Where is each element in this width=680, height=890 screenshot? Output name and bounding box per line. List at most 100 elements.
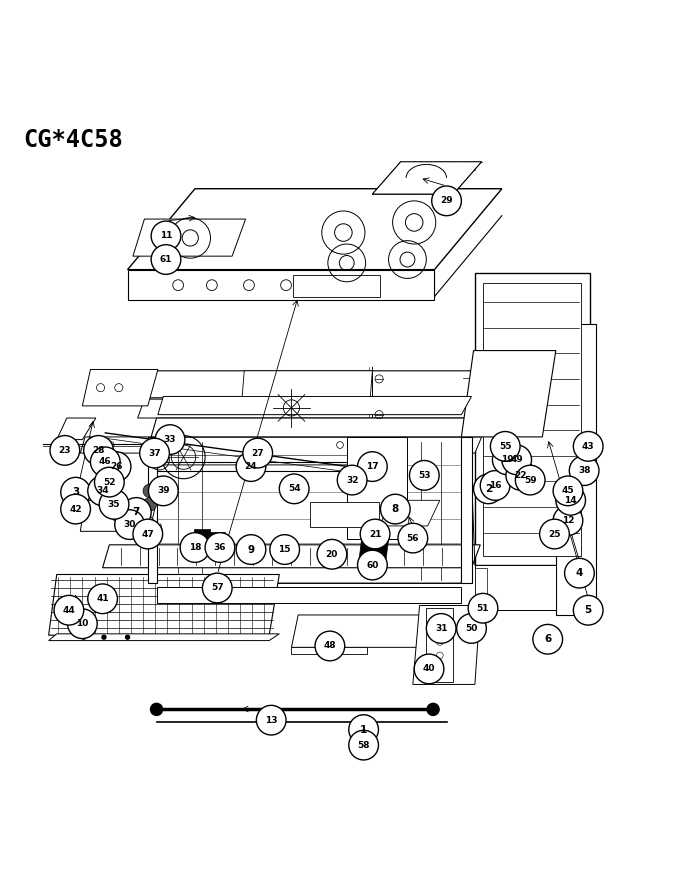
Text: 1: 1 bbox=[360, 724, 367, 734]
Text: 45: 45 bbox=[562, 486, 575, 496]
Text: 39: 39 bbox=[157, 486, 169, 496]
Circle shape bbox=[115, 510, 144, 539]
Text: 26: 26 bbox=[110, 462, 122, 471]
Circle shape bbox=[155, 425, 185, 455]
Text: 21: 21 bbox=[369, 530, 381, 538]
Circle shape bbox=[61, 494, 90, 524]
Circle shape bbox=[506, 460, 536, 490]
Text: 48: 48 bbox=[324, 642, 336, 651]
Text: 32: 32 bbox=[346, 475, 358, 484]
Text: 30: 30 bbox=[123, 520, 136, 529]
Circle shape bbox=[553, 506, 583, 536]
Circle shape bbox=[533, 625, 562, 654]
Text: 12: 12 bbox=[562, 516, 574, 525]
Circle shape bbox=[279, 474, 309, 504]
Polygon shape bbox=[103, 545, 480, 568]
Text: 55: 55 bbox=[499, 441, 511, 451]
Polygon shape bbox=[158, 396, 471, 415]
Polygon shape bbox=[347, 437, 407, 539]
Polygon shape bbox=[137, 371, 488, 398]
Circle shape bbox=[473, 474, 503, 504]
Circle shape bbox=[349, 715, 379, 744]
Text: 10: 10 bbox=[76, 619, 88, 628]
Circle shape bbox=[243, 438, 273, 468]
Circle shape bbox=[236, 535, 266, 564]
Circle shape bbox=[101, 635, 107, 640]
Circle shape bbox=[67, 609, 97, 638]
Text: 44: 44 bbox=[63, 606, 75, 615]
Text: 25: 25 bbox=[548, 530, 561, 538]
Polygon shape bbox=[128, 270, 435, 300]
Circle shape bbox=[358, 550, 387, 580]
Polygon shape bbox=[292, 615, 466, 647]
Text: 23: 23 bbox=[58, 446, 71, 455]
Text: 24: 24 bbox=[245, 462, 257, 471]
Polygon shape bbox=[373, 162, 481, 194]
Text: 20: 20 bbox=[326, 550, 338, 559]
Text: CG*4C58: CG*4C58 bbox=[23, 128, 123, 152]
Polygon shape bbox=[128, 189, 502, 270]
Text: 19: 19 bbox=[501, 456, 513, 465]
Polygon shape bbox=[194, 529, 210, 539]
Circle shape bbox=[432, 186, 462, 215]
Text: 13: 13 bbox=[265, 716, 277, 724]
Polygon shape bbox=[556, 324, 596, 615]
Circle shape bbox=[360, 519, 390, 549]
Circle shape bbox=[205, 533, 235, 562]
Circle shape bbox=[180, 533, 210, 562]
Circle shape bbox=[139, 438, 169, 468]
Text: 53: 53 bbox=[418, 471, 430, 480]
Polygon shape bbox=[413, 605, 480, 684]
Circle shape bbox=[409, 460, 439, 490]
Circle shape bbox=[573, 432, 603, 461]
Circle shape bbox=[133, 519, 163, 549]
Polygon shape bbox=[426, 608, 454, 683]
Text: 38: 38 bbox=[578, 466, 590, 475]
Circle shape bbox=[553, 476, 583, 506]
Circle shape bbox=[101, 452, 131, 481]
Circle shape bbox=[99, 490, 129, 519]
Text: 27: 27 bbox=[252, 449, 264, 457]
Polygon shape bbox=[156, 437, 471, 583]
Text: 36: 36 bbox=[214, 543, 226, 552]
Circle shape bbox=[88, 584, 118, 613]
Circle shape bbox=[90, 447, 120, 477]
Text: 60: 60 bbox=[367, 561, 379, 570]
Text: 35: 35 bbox=[108, 500, 120, 509]
Polygon shape bbox=[80, 500, 156, 531]
Polygon shape bbox=[56, 418, 96, 440]
Circle shape bbox=[315, 631, 345, 660]
Text: 28: 28 bbox=[92, 446, 105, 455]
Text: 46: 46 bbox=[99, 457, 112, 466]
Text: 34: 34 bbox=[97, 486, 109, 496]
Polygon shape bbox=[82, 369, 158, 406]
Text: 7: 7 bbox=[133, 507, 140, 517]
Text: 15: 15 bbox=[278, 545, 291, 554]
Text: 29: 29 bbox=[440, 197, 453, 206]
Polygon shape bbox=[49, 634, 279, 641]
Text: 49: 49 bbox=[510, 456, 523, 465]
Polygon shape bbox=[462, 351, 556, 437]
Polygon shape bbox=[475, 568, 487, 603]
Text: 18: 18 bbox=[189, 543, 201, 552]
Text: 37: 37 bbox=[148, 449, 161, 457]
Circle shape bbox=[54, 595, 84, 625]
Circle shape bbox=[122, 498, 151, 527]
Circle shape bbox=[256, 706, 286, 735]
Circle shape bbox=[148, 476, 178, 506]
Polygon shape bbox=[137, 399, 485, 418]
Text: 11: 11 bbox=[160, 231, 172, 240]
Text: 47: 47 bbox=[141, 530, 154, 538]
Polygon shape bbox=[462, 437, 471, 583]
Circle shape bbox=[81, 635, 86, 640]
Circle shape bbox=[564, 558, 594, 588]
Circle shape bbox=[381, 494, 410, 524]
Text: 6: 6 bbox=[544, 635, 551, 644]
Polygon shape bbox=[148, 437, 156, 583]
Circle shape bbox=[151, 245, 181, 274]
Circle shape bbox=[112, 512, 121, 522]
Circle shape bbox=[457, 613, 486, 643]
Polygon shape bbox=[293, 275, 381, 296]
Circle shape bbox=[88, 476, 118, 506]
Text: 59: 59 bbox=[524, 475, 537, 484]
